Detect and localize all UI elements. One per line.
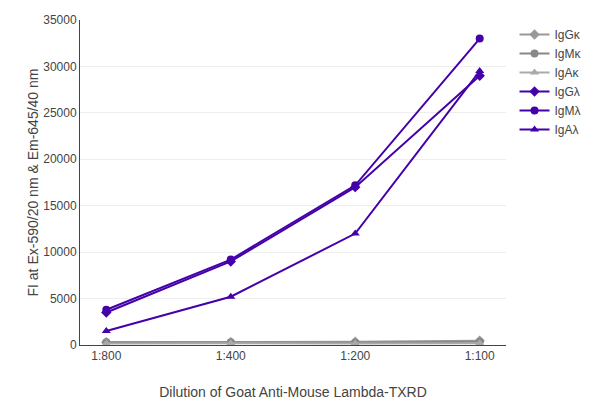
svg-text:IgAκ: IgAκ bbox=[555, 66, 580, 80]
svg-text:25000: 25000 bbox=[43, 106, 77, 120]
svg-text:10000: 10000 bbox=[43, 245, 77, 259]
svg-text:15000: 15000 bbox=[43, 199, 77, 213]
svg-text:1:100: 1:100 bbox=[465, 349, 495, 363]
svg-text:20000: 20000 bbox=[43, 152, 77, 166]
svg-text:IgMλ: IgMλ bbox=[555, 104, 581, 118]
svg-text:IgGλ: IgGλ bbox=[555, 85, 580, 99]
svg-text:IgMκ: IgMκ bbox=[555, 47, 582, 61]
svg-text:30000: 30000 bbox=[43, 60, 77, 74]
svg-text:Dilution of Goat Anti-Mouse La: Dilution of Goat Anti-Mouse Lambda-TXRD bbox=[159, 384, 427, 400]
svg-text:0: 0 bbox=[70, 338, 77, 352]
svg-text:1:800: 1:800 bbox=[91, 349, 121, 363]
svg-text:IgAλ: IgAλ bbox=[555, 123, 579, 137]
svg-text:FI at Ex-590/20 nm & Em-645/40: FI at Ex-590/20 nm & Em-645/40 nm bbox=[25, 69, 41, 297]
svg-text:35000: 35000 bbox=[43, 13, 77, 27]
svg-text:5000: 5000 bbox=[50, 292, 77, 306]
svg-text:1:200: 1:200 bbox=[340, 349, 370, 363]
svg-text:IgGκ: IgGκ bbox=[555, 28, 581, 42]
svg-text:1:400: 1:400 bbox=[216, 349, 246, 363]
